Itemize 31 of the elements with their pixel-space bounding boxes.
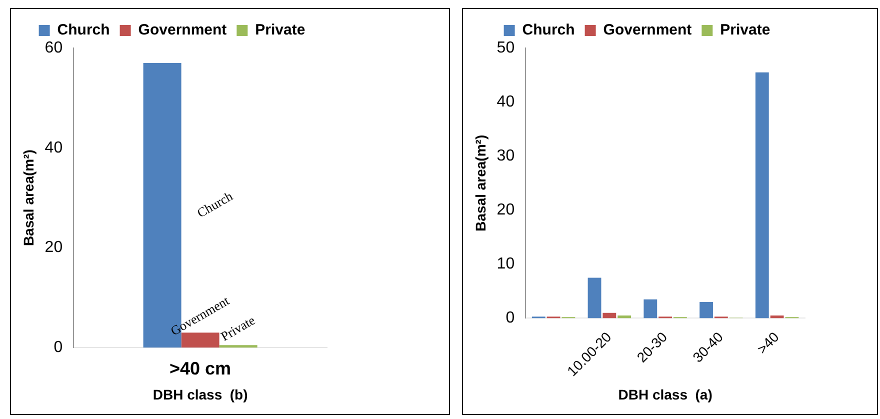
legend-label: Government: [603, 22, 692, 39]
legend-label: Private: [720, 22, 770, 39]
y-tick-label: 0: [54, 339, 63, 356]
legend-label: Church: [522, 22, 575, 39]
legend-label: Private: [255, 22, 306, 39]
x-axis-title: DBH class (b): [152, 386, 248, 402]
bar: [618, 316, 632, 318]
bar: [755, 72, 769, 318]
legend-label: Government: [138, 22, 227, 39]
y-tick-label: 20: [496, 202, 515, 219]
bar: [219, 345, 258, 348]
y-tick-label: 40: [44, 139, 63, 156]
bar: [700, 302, 713, 318]
y-tick-label: 40: [496, 93, 515, 110]
y-axis-title: Basal area(m²): [20, 150, 36, 246]
bar: [644, 299, 658, 318]
bar: [181, 332, 220, 348]
bar: [770, 316, 784, 318]
bar: [588, 278, 602, 318]
y-tick-label: 30: [496, 148, 515, 164]
y-tick-label: 60: [44, 39, 63, 56]
y-tick-label: 10: [496, 256, 515, 273]
y-tick-label: 20: [44, 239, 63, 256]
x-tick-label: >40 cm: [170, 358, 232, 378]
x-axis-title: DBH class (a): [618, 386, 712, 402]
y-axis-title: Basal area(m²): [472, 134, 488, 232]
bar: [602, 312, 616, 318]
y-tick-label: 50: [496, 39, 515, 56]
x-tick-label: >40: [754, 328, 782, 357]
y-tick-label: 0: [506, 310, 515, 327]
legend-label: Church: [57, 22, 110, 39]
